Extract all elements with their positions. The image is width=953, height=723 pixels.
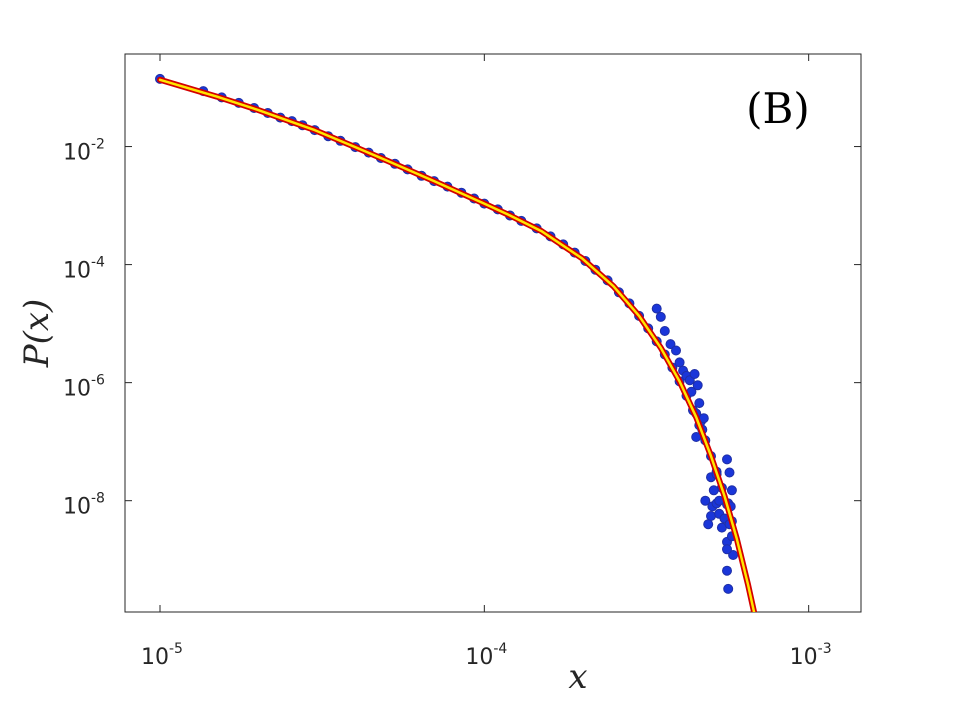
data-point (665, 339, 676, 350)
fit-curve (157, 76, 758, 612)
y-tick-label-base: 10 (63, 377, 91, 402)
data-point (722, 454, 732, 465)
x-tick-label-base: 10 (141, 645, 169, 670)
x-tick-label-exponent: -3 (818, 641, 832, 657)
x-tick-label: 10-4 (465, 641, 507, 670)
x-tick-label: 10-5 (141, 641, 183, 670)
data-point (694, 398, 705, 409)
plot-area (124, 53, 862, 613)
y-tick-label-base: 10 (63, 141, 91, 166)
data-point (706, 511, 716, 521)
fit-line (158, 78, 756, 612)
data-point (726, 485, 737, 496)
data-point (700, 495, 711, 506)
x-tick-label-base: 10 (790, 645, 818, 670)
y-axis-label: P(x) (17, 299, 57, 369)
y-tick-label: 10-4 (63, 255, 105, 284)
y-tick-label: 10-2 (63, 137, 105, 166)
data-point (703, 519, 714, 530)
x-tick-label-exponent: -5 (169, 641, 183, 657)
data-point (722, 544, 732, 555)
data-point (692, 380, 703, 391)
data-point (674, 357, 685, 368)
x-tick-label-exponent: -4 (493, 641, 507, 657)
y-tick-label-exponent: -6 (91, 373, 105, 389)
x-tick-label-base: 10 (465, 645, 493, 670)
x-tick-label: 10-3 (790, 641, 832, 670)
tick-labels: 10-5 10-4 10-310-210-410-610-8 (63, 137, 832, 670)
data-point (671, 345, 681, 356)
y-tick-label-exponent: -2 (91, 137, 105, 153)
data-point (708, 485, 719, 496)
data-point (722, 565, 732, 576)
y-tick-label-base: 10 (63, 495, 91, 520)
axis-ticks (125, 54, 861, 612)
y-tick-label-exponent: -4 (91, 255, 105, 271)
y-tick-label: 10-6 (63, 373, 105, 402)
x-axis-label: x (568, 657, 587, 697)
data-point (724, 467, 735, 478)
data-point (659, 326, 670, 336)
data-point (689, 369, 700, 379)
y-tick-label-exponent: -8 (91, 491, 105, 507)
y-tick-label: 10-8 (63, 491, 105, 520)
data-point (723, 583, 734, 594)
data-point (728, 550, 739, 560)
panel-label: (B) (746, 84, 810, 133)
data-point (655, 311, 666, 322)
y-tick-label-base: 10 (63, 259, 91, 284)
data-point (651, 303, 662, 314)
